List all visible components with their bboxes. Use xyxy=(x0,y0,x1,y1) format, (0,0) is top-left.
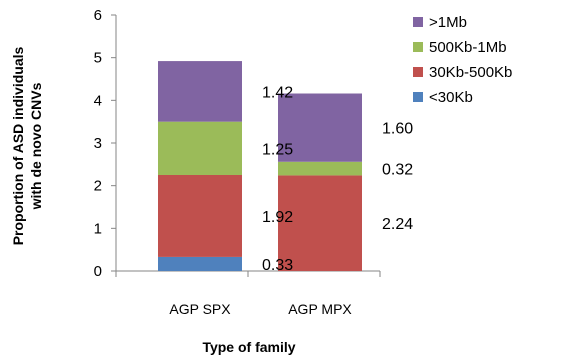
data-label: 1.42 xyxy=(262,84,293,101)
y-tick-label: 6 xyxy=(94,7,102,24)
bar-segment xyxy=(158,175,242,257)
y-tick-label: 4 xyxy=(94,92,102,109)
y-axis-title-line-2: with de novo CNVs xyxy=(28,82,44,210)
y-tick-label: 2 xyxy=(94,178,102,195)
y-axis-title-line-1: Proportion of ASD individuals xyxy=(10,46,26,245)
legend: >1Mb 500Kb-1Mb 30Kb-500Kb <30Kb xyxy=(413,14,512,106)
legend-swatch xyxy=(413,92,423,102)
x-category-label: AGP MPX xyxy=(288,301,352,317)
bar-segment xyxy=(278,161,362,176)
category-labels: AGP SPX AGP MPX xyxy=(169,301,352,317)
data-label: 1.60 xyxy=(382,121,413,138)
bar-segment xyxy=(158,256,242,271)
data-label: 0.32 xyxy=(382,162,413,179)
y-tick-label: 3 xyxy=(94,135,102,152)
data-label: 1.25 xyxy=(262,141,293,158)
legend-label: 500Kb-1Mb xyxy=(429,39,507,56)
x-axis-title: Type of family xyxy=(202,339,295,355)
x-category-label: AGP SPX xyxy=(169,301,231,317)
y-tick-labels: 0 1 2 3 4 5 6 xyxy=(94,7,381,280)
y-tick-label: 1 xyxy=(94,220,102,237)
legend-label: >1Mb xyxy=(429,14,467,31)
legend-swatch xyxy=(413,42,423,52)
data-label: 0.33 xyxy=(262,257,293,274)
legend-label: 30Kb-500Kb xyxy=(429,64,512,81)
data-label: 1.92 xyxy=(262,209,293,226)
data-label: 2.24 xyxy=(382,216,413,233)
bar-segment xyxy=(278,93,362,162)
data-labels: 0.33 1.92 1.25 1.42 2.24 0.32 1.60 xyxy=(262,84,413,274)
bar-segment xyxy=(278,175,362,271)
legend-label: <30Kb xyxy=(429,89,473,106)
bar-segment xyxy=(158,61,242,122)
bars xyxy=(158,61,362,271)
y-tick-label: 0 xyxy=(94,263,102,280)
y-tick-label: 5 xyxy=(94,50,102,67)
bar-segment xyxy=(158,121,242,175)
legend-swatch xyxy=(413,67,423,77)
legend-swatch xyxy=(413,17,423,27)
